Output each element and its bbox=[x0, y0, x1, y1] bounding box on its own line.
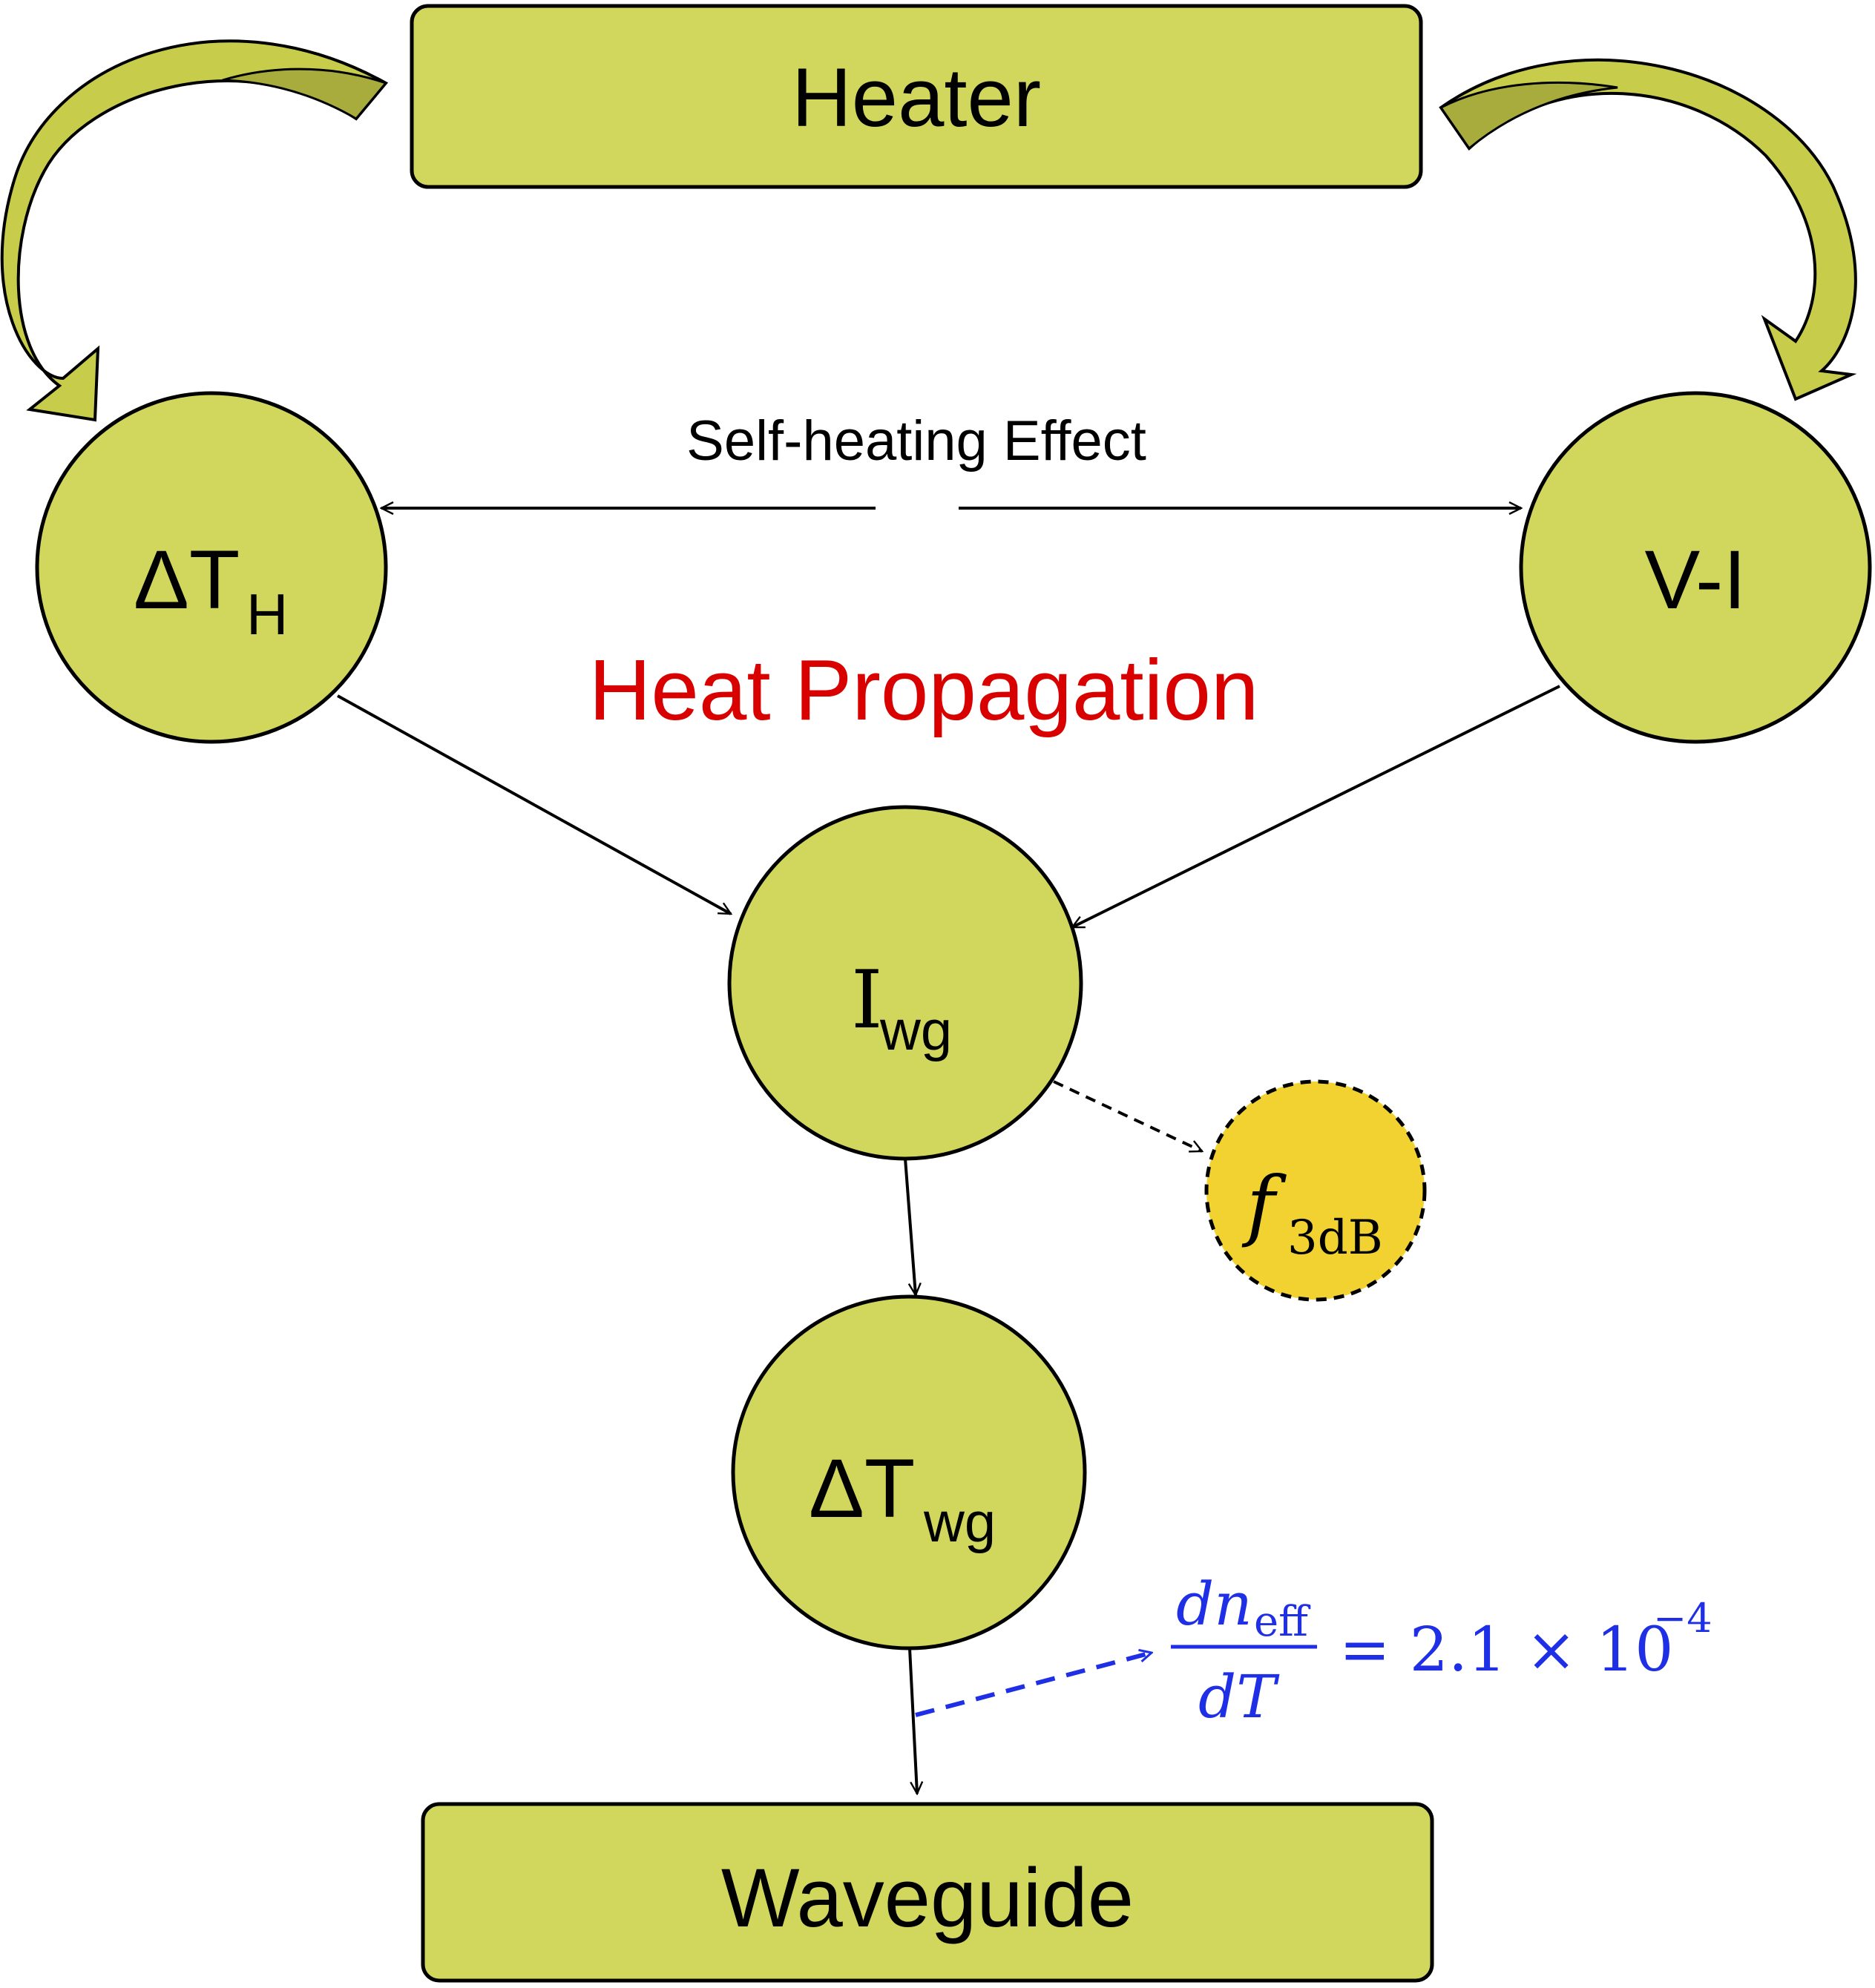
self-heating-label: Self-heating Effect bbox=[686, 409, 1146, 473]
i-wg-sub: wg bbox=[879, 999, 952, 1062]
formula-value: = 2.1 × 10 bbox=[1339, 1615, 1673, 1685]
arrow-delta-t-wg-to-waveguide bbox=[908, 1648, 917, 1794]
heater-label: Heater bbox=[792, 51, 1041, 144]
node-delta-t-h: ΔT H bbox=[35, 391, 388, 744]
formula-numerator-sub: eff bbox=[1254, 1598, 1311, 1646]
curved-arrow-right bbox=[1439, 58, 1857, 401]
delta-t-wg-main: ΔT bbox=[809, 1442, 915, 1535]
waveguide-box: Waveguide bbox=[421, 1802, 1434, 1983]
i-wg-main: I bbox=[851, 954, 883, 1047]
heat-propagation-label: Heat Propagation bbox=[589, 642, 1259, 738]
arrow-i-wg-to-f3db bbox=[1053, 1080, 1202, 1153]
formula-exponent: −4 bbox=[1653, 1595, 1713, 1642]
v-i-label: V-I bbox=[1645, 533, 1747, 626]
formula-denominator: dT bbox=[1198, 1662, 1280, 1731]
arrow-to-formula bbox=[915, 1653, 1152, 1717]
node-i-wg: I wg bbox=[727, 805, 1083, 1161]
arrow-v-i-to-i-wg bbox=[1072, 685, 1560, 929]
node-delta-t-wg: ΔT wg bbox=[731, 1294, 1087, 1650]
arrow-i-wg-to-delta-t-wg bbox=[904, 1158, 916, 1295]
curved-arrow-left bbox=[0, 39, 389, 422]
delta-t-wg-sub: wg bbox=[923, 1491, 996, 1554]
delta-t-h-main: ΔT bbox=[134, 533, 240, 626]
formula-dneff-dt: dn eff dT = 2.1 × 10 −4 bbox=[1171, 1570, 1713, 1731]
f-3db-sub: 3dB bbox=[1287, 1211, 1383, 1265]
node-v-i: V-I bbox=[1519, 391, 1872, 744]
formula-numerator: dn bbox=[1176, 1570, 1252, 1639]
waveguide-label: Waveguide bbox=[721, 1852, 1134, 1944]
arrow-delta-t-h-to-i-wg bbox=[337, 694, 731, 915]
node-f-3db: f 3dB bbox=[1204, 1079, 1427, 1302]
svg-text:ΔT: ΔT bbox=[134, 533, 240, 626]
heater-box: Heater bbox=[410, 4, 1423, 189]
delta-t-h-sub: H bbox=[246, 582, 288, 647]
